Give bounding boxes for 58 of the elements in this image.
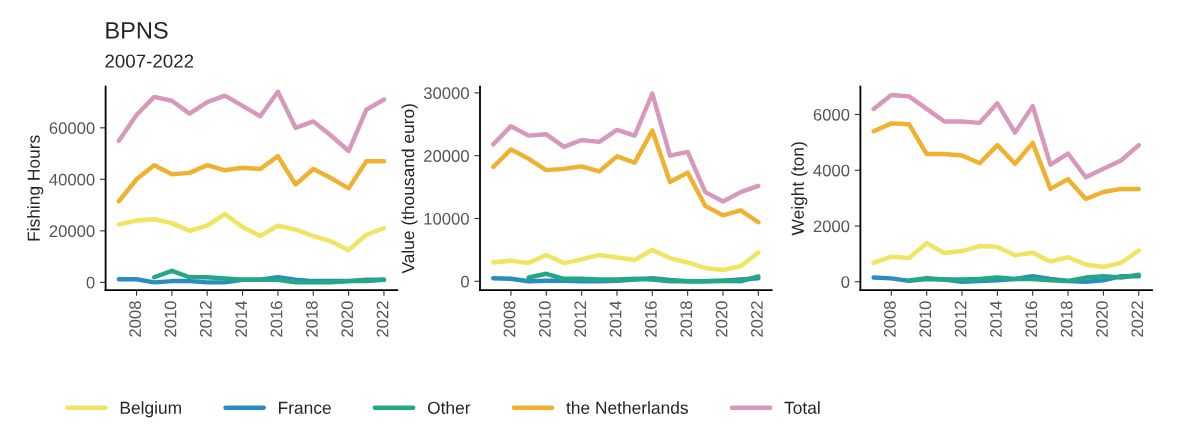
- y-tick-label: 60000: [49, 122, 95, 135]
- x-tick-label: 2016: [270, 301, 283, 337]
- x-tick-label: 2022: [1131, 301, 1144, 337]
- x-tick-label: 2020: [715, 301, 728, 337]
- line-series: [116, 211, 387, 253]
- line-series: [116, 89, 387, 154]
- x-tick-label: 2008: [503, 301, 516, 337]
- y-tick-label: 30000: [423, 87, 469, 100]
- y-tick-label: 10000: [424, 212, 469, 225]
- x-tick-label: 2018: [305, 301, 318, 337]
- line-series: [871, 92, 1141, 180]
- line-series: [491, 247, 761, 273]
- x-tick-label: 2014: [235, 301, 248, 337]
- y-tick-label: 0: [86, 276, 95, 289]
- x-tick-label: 2012: [199, 301, 212, 337]
- x-tick-label: 2010: [538, 301, 551, 337]
- x-tick-label: 2018: [1060, 301, 1073, 337]
- line-series: [151, 268, 387, 285]
- y-tick-label: 40000: [49, 173, 95, 186]
- y-tick-label: 20000: [424, 150, 469, 162]
- y-axis-title: Value (thousand euro): [401, 104, 418, 274]
- y-axis-title: Weight (ton): [791, 142, 808, 236]
- chart-title: BPNS: [106, 21, 168, 39]
- line-series: [871, 241, 1141, 270]
- x-tick-label: 2018: [680, 301, 693, 337]
- x-tick-label: 2010: [919, 301, 932, 337]
- x-tick-label: 2016: [644, 301, 657, 337]
- line-series: [116, 153, 387, 204]
- chart-subtitle: 2007-2022: [105, 54, 194, 68]
- x-tick-label: 2014: [990, 301, 1002, 337]
- x-tick-label: 2016: [1025, 301, 1038, 337]
- x-tick-label: 2012: [954, 301, 967, 337]
- y-tick-label: 6000: [813, 108, 850, 121]
- line-series: [871, 121, 1141, 202]
- y-tick-label: 4000: [813, 164, 850, 177]
- legend-label: Belgium: [120, 401, 181, 418]
- legend-label: France: [279, 401, 331, 414]
- x-tick-label: 2022: [751, 301, 763, 337]
- x-tick-label: 2020: [1096, 301, 1108, 337]
- y-axis-title: Fishing Hours: [27, 135, 44, 241]
- legend-label: Other: [427, 401, 471, 414]
- x-tick-label: 2014: [609, 301, 622, 337]
- line-series: [491, 91, 761, 204]
- y-tick-label: 0: [460, 275, 469, 288]
- y-tick-label: 2000: [813, 220, 850, 233]
- x-tick-label: 2008: [129, 301, 141, 337]
- legend-label: the Netherlands: [566, 401, 688, 414]
- y-tick-label: 20000: [49, 225, 95, 238]
- x-tick-label: 2008: [884, 301, 896, 337]
- y-tick-label: 0: [841, 276, 850, 288]
- line-series: [526, 271, 761, 284]
- x-tick-label: 2010: [164, 301, 177, 337]
- x-tick-label: 2012: [574, 301, 587, 337]
- legend-label: Total: [784, 401, 820, 414]
- x-tick-label: 2020: [341, 301, 354, 337]
- line-series: [491, 128, 761, 225]
- x-tick-label: 2022: [376, 301, 389, 337]
- line-series: [906, 272, 1141, 284]
